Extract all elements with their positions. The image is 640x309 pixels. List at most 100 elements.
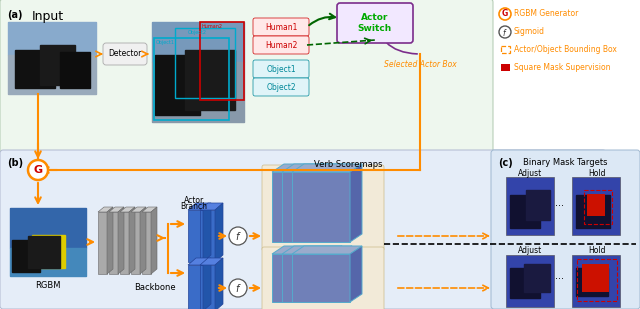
Bar — [584, 190, 612, 224]
Text: G: G — [502, 10, 508, 19]
Text: Human2: Human2 — [265, 40, 297, 49]
Polygon shape — [155, 55, 200, 115]
Text: Hold: Hold — [588, 169, 605, 178]
Bar — [188, 210, 203, 262]
Polygon shape — [215, 203, 223, 262]
FancyBboxPatch shape — [262, 165, 384, 251]
Bar — [582, 264, 609, 292]
Text: Object1: Object1 — [156, 40, 175, 45]
Bar — [272, 172, 330, 242]
Bar — [282, 172, 340, 242]
Polygon shape — [272, 164, 342, 172]
Text: Human2: Human2 — [202, 24, 223, 29]
Text: RGBM: RGBM — [35, 281, 61, 290]
Polygon shape — [330, 164, 342, 242]
Text: Adjust: Adjust — [518, 169, 542, 178]
Text: RGBM Generator: RGBM Generator — [514, 10, 579, 19]
FancyBboxPatch shape — [253, 18, 309, 36]
Polygon shape — [203, 258, 211, 309]
Polygon shape — [292, 246, 362, 254]
Text: $\mathit{f}$: $\mathit{f}$ — [235, 282, 241, 294]
Text: Input: Input — [32, 10, 64, 23]
Bar — [292, 172, 350, 242]
FancyBboxPatch shape — [337, 3, 413, 43]
FancyBboxPatch shape — [0, 150, 606, 309]
Text: $\mathit{f}$: $\mathit{f}$ — [235, 230, 241, 242]
Circle shape — [229, 279, 247, 297]
Bar — [109, 212, 118, 274]
Bar — [587, 194, 605, 216]
Circle shape — [28, 160, 48, 180]
Polygon shape — [200, 258, 223, 265]
Polygon shape — [272, 246, 342, 254]
Text: Adjust: Adjust — [518, 246, 542, 255]
Bar — [200, 265, 215, 309]
Polygon shape — [350, 246, 362, 302]
Bar — [120, 212, 129, 274]
Polygon shape — [40, 45, 75, 85]
Polygon shape — [140, 207, 146, 274]
Polygon shape — [118, 207, 124, 274]
Bar — [10, 208, 86, 276]
Polygon shape — [292, 164, 362, 172]
Text: (c): (c) — [498, 158, 513, 168]
Polygon shape — [129, 207, 135, 274]
Polygon shape — [185, 50, 235, 110]
Bar — [200, 210, 215, 262]
Polygon shape — [109, 207, 124, 212]
Text: (a): (a) — [7, 10, 22, 20]
Text: $\mathit{f}$: $\mathit{f}$ — [502, 27, 508, 37]
FancyBboxPatch shape — [103, 43, 147, 65]
Bar — [98, 212, 107, 274]
Polygon shape — [350, 164, 362, 242]
Bar — [501, 64, 510, 71]
Bar — [292, 254, 350, 302]
Bar — [142, 212, 151, 274]
Polygon shape — [576, 268, 608, 296]
Polygon shape — [107, 207, 113, 274]
Polygon shape — [510, 268, 540, 298]
Polygon shape — [15, 50, 55, 88]
Polygon shape — [32, 235, 65, 268]
Polygon shape — [28, 236, 60, 268]
Polygon shape — [215, 258, 223, 309]
Polygon shape — [188, 203, 211, 210]
Bar — [572, 255, 620, 307]
Polygon shape — [576, 195, 610, 228]
Text: Actor
Switch: Actor Switch — [358, 13, 392, 33]
Text: Binary Mask Targets: Binary Mask Targets — [523, 158, 607, 167]
Polygon shape — [282, 246, 352, 254]
FancyBboxPatch shape — [253, 78, 309, 96]
Text: ...: ... — [554, 271, 563, 281]
FancyBboxPatch shape — [491, 150, 640, 309]
Bar — [572, 177, 620, 235]
Polygon shape — [120, 207, 135, 212]
Text: Object2: Object2 — [188, 30, 207, 35]
Bar — [506, 255, 554, 307]
Bar — [154, 38, 229, 120]
Polygon shape — [330, 246, 342, 302]
Polygon shape — [152, 22, 244, 62]
Text: Human1: Human1 — [265, 23, 297, 32]
Polygon shape — [12, 240, 40, 272]
FancyBboxPatch shape — [0, 0, 493, 153]
Text: Backbone: Backbone — [134, 283, 176, 292]
Bar — [175, 28, 235, 98]
Bar — [8, 22, 96, 94]
Polygon shape — [10, 248, 86, 276]
Text: Sigmoid: Sigmoid — [514, 28, 545, 36]
Polygon shape — [98, 207, 113, 212]
Polygon shape — [526, 190, 550, 220]
Bar — [200, 22, 244, 100]
Polygon shape — [188, 258, 211, 265]
Bar — [506, 177, 554, 235]
Polygon shape — [131, 207, 146, 212]
Text: Square Mask Supervision: Square Mask Supervision — [514, 64, 611, 73]
Text: ...: ... — [554, 198, 563, 208]
Bar — [282, 254, 340, 302]
FancyBboxPatch shape — [253, 36, 309, 54]
Polygon shape — [60, 52, 90, 88]
Text: Object2: Object2 — [266, 83, 296, 91]
Circle shape — [229, 227, 247, 245]
Circle shape — [499, 8, 511, 20]
